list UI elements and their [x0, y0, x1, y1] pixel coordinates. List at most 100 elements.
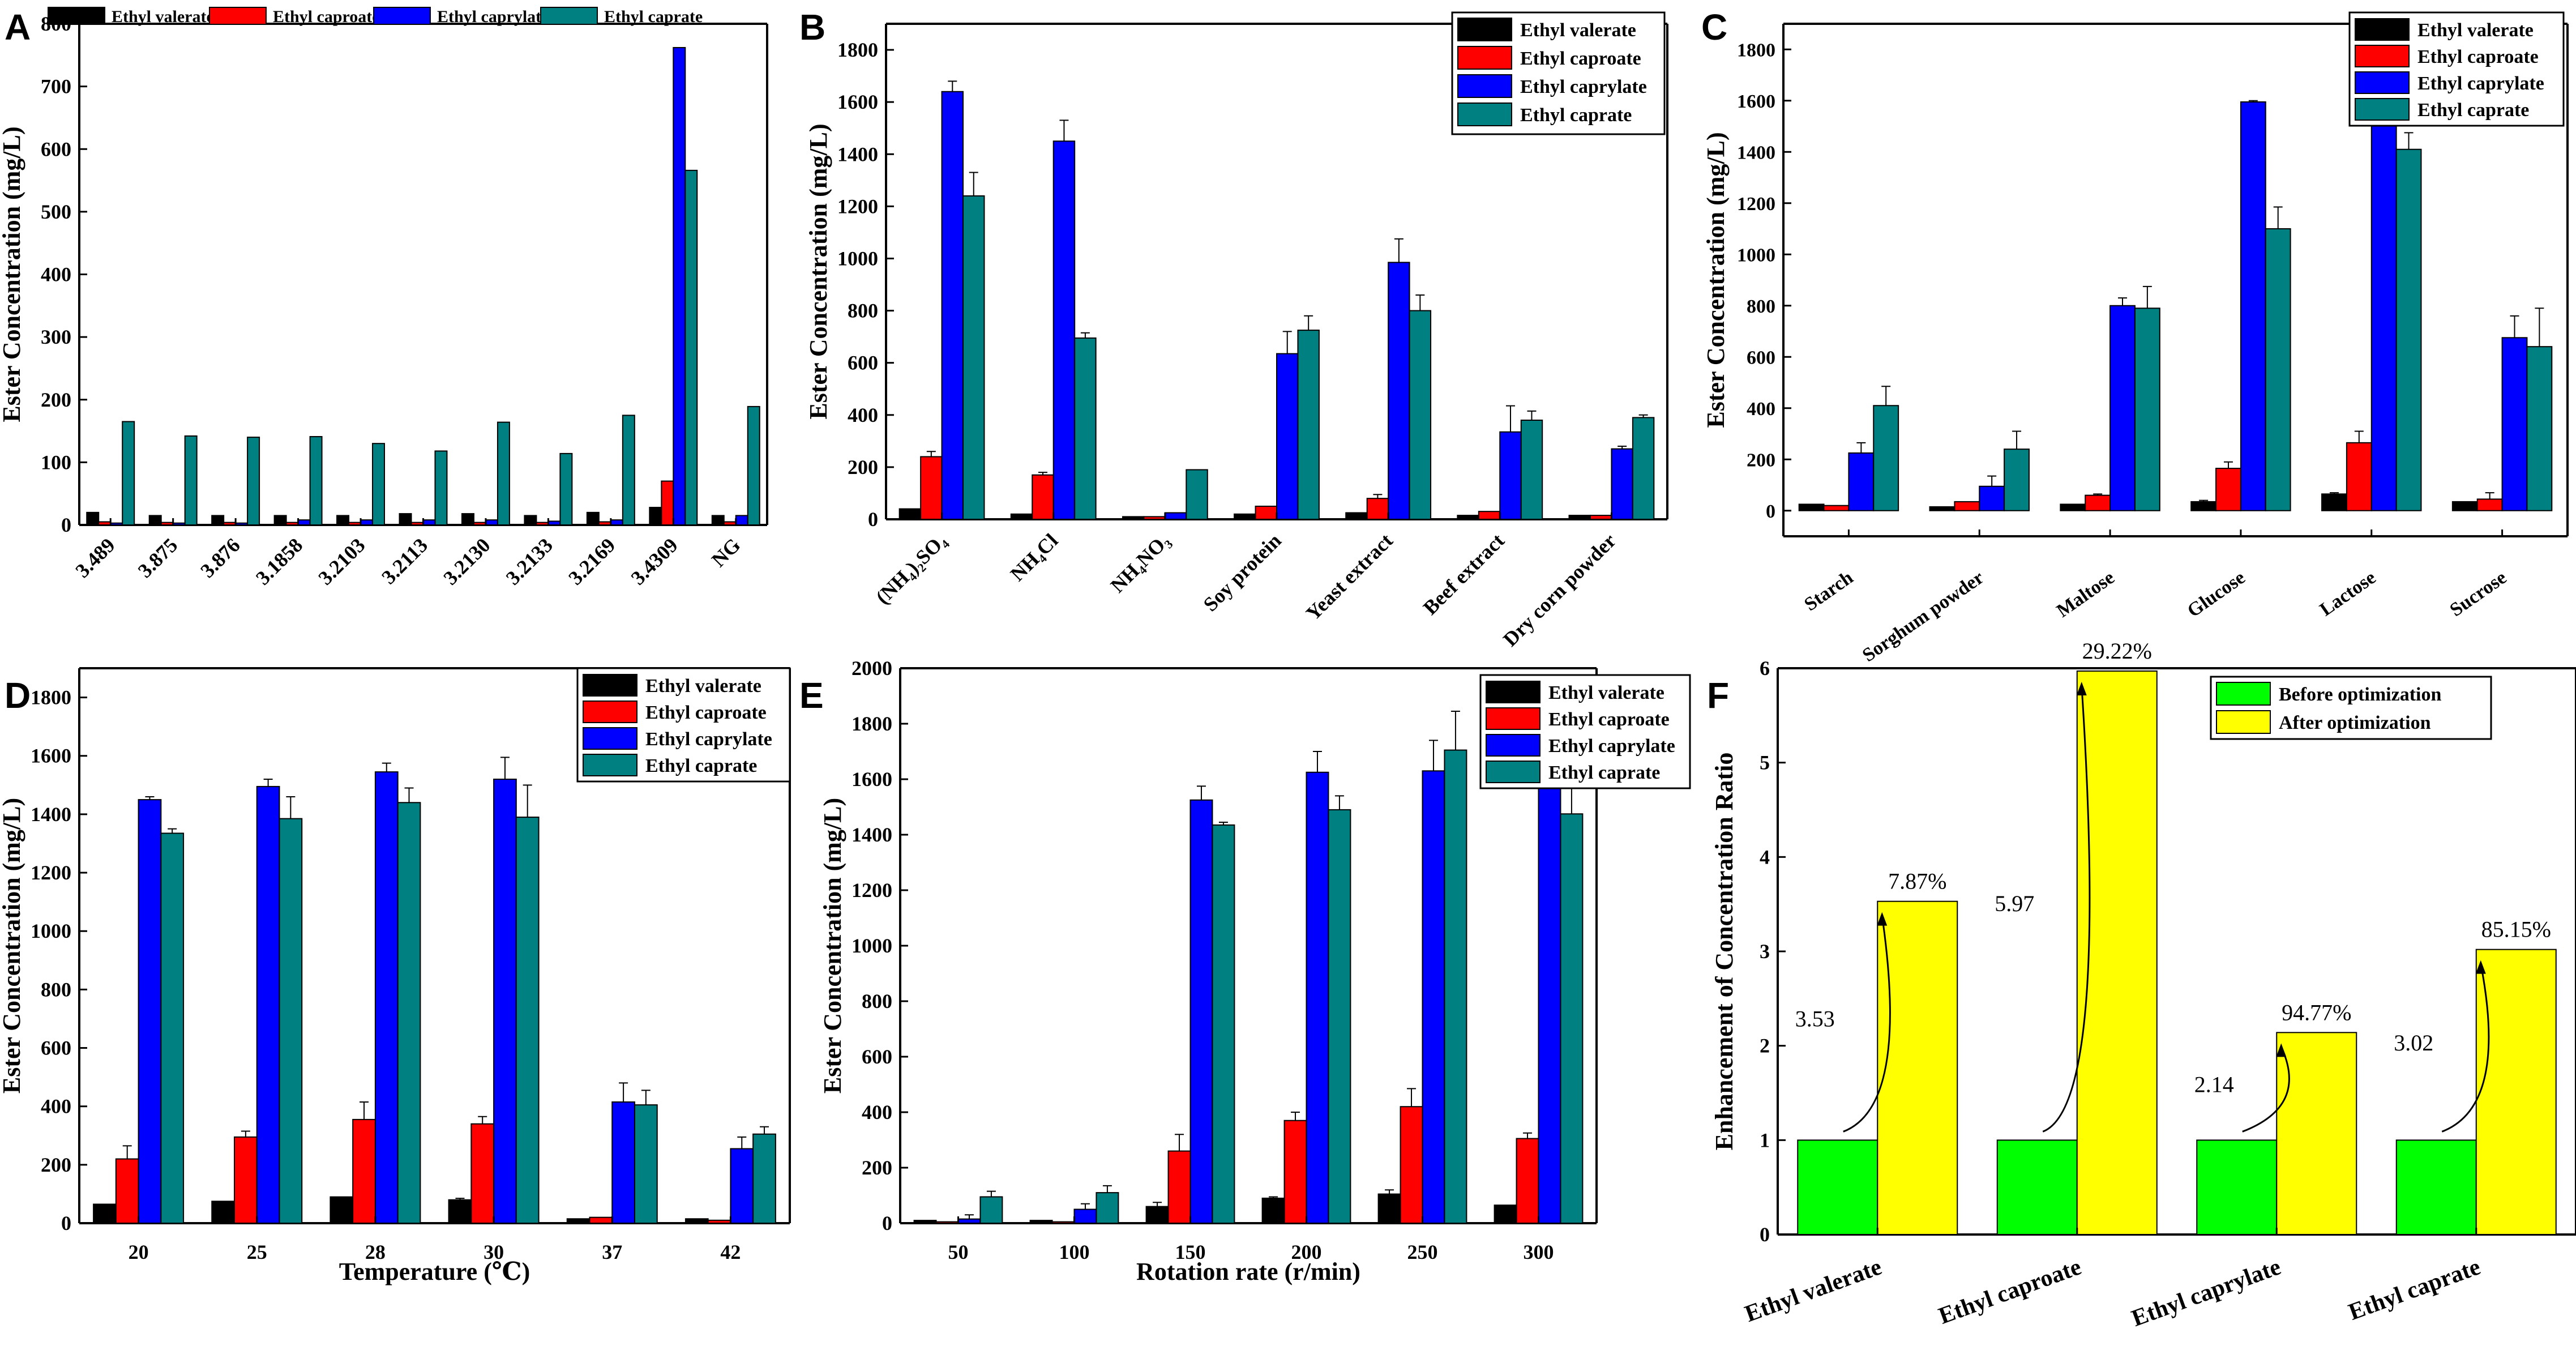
panel-a-bar-ethyl-caproate	[285, 522, 299, 526]
panel-e-ytick-label: 0	[882, 1212, 892, 1235]
panel-d-legend-label-ethyl-valerate: Ethyl valerate	[645, 676, 761, 697]
panel-f-xtick-label: Ethyl caproate	[1935, 1254, 2085, 1330]
panel-f-percent-label: 94.77%	[2282, 1000, 2351, 1025]
panel-b-bar-ethyl-caprate	[1074, 337, 1097, 520]
panel-b-bar-ethyl-caproate	[1589, 515, 1612, 520]
panel-e-xtick-label: 200	[1291, 1241, 1322, 1263]
panel-b-bar-ethyl-caproate	[1366, 498, 1389, 520]
panel-e-bar-ethyl-caproate	[1400, 1106, 1423, 1224]
panel-f-bar-before-optimization	[2196, 1139, 2278, 1236]
panel-d-legend-swatch-ethyl-valerate	[583, 674, 637, 697]
panel-a-bar-ethyl-caprylate	[360, 519, 374, 526]
panel-a-bar-ethyl-caprylate	[422, 519, 436, 526]
panel-c-bar-ethyl-valerate	[2190, 501, 2217, 511]
panel-a-legend-swatch-ethyl-caprylate	[373, 7, 431, 25]
panel-b-ylabel: Ester Concentration (mg/L)	[805, 123, 832, 419]
panel-f-ratio-label: 3.53	[1795, 1006, 1835, 1032]
panel-a-xtick-label: 3.875	[134, 533, 182, 582]
panel-b-ytick-label: 1800	[837, 39, 878, 61]
panel-a-bar-ethyl-valerate	[649, 507, 662, 526]
panel-f-arrow-head	[1877, 912, 1888, 926]
panel-f-ratio-label: 2.14	[2194, 1071, 2234, 1097]
panel-a-bar-ethyl-caprylate	[297, 519, 311, 526]
panel-f-legend-swatch-before-optimization	[2216, 682, 2271, 706]
panel-a-bar-ethyl-caproate	[160, 522, 174, 526]
panel-d-bar-ethyl-caprate	[279, 818, 303, 1224]
panel-a-bar-ethyl-caprate	[184, 435, 198, 526]
panel-e: E 0 200 400 600 800 1000 1200 1400 1600 1800 2000 Es…	[799, 657, 1691, 1285]
panel-a-ytick-label: 300	[41, 326, 71, 348]
panel-a-ytick-label: 600	[41, 138, 71, 160]
panel-a-legend-swatch-ethyl-caprate	[540, 7, 598, 25]
panel-d-bar-ethyl-caprylate	[138, 799, 162, 1224]
panel-e-bar-ethyl-valerate	[913, 1220, 937, 1224]
panel-b-xtick-label: NH₄NO₃	[1106, 529, 1174, 597]
panel-a-bar-ethyl-valerate	[336, 515, 350, 526]
panel-e-bar-ethyl-valerate	[1377, 1193, 1401, 1224]
panel-c-ylabel: Ester Concentration (mg/L)	[1702, 132, 1730, 428]
panel-f-ylabel: Enhancement of Concentration Ratio	[1710, 753, 1738, 1151]
panel-a-bar-ethyl-valerate	[148, 515, 162, 526]
panel-a-ytick-label: 700	[41, 75, 71, 98]
panel-a-bar-ethyl-caprate	[247, 437, 260, 526]
panel-a-xtick-label: 3.1858	[251, 533, 307, 589]
panel-e-xtick-label: 150	[1175, 1241, 1206, 1263]
panel-f-legend-label-before-optimization: Before optimization	[2279, 684, 2441, 705]
panel-e-letter: E	[799, 675, 824, 716]
panel-f-percent-label: 7.87%	[1888, 869, 1946, 894]
panel-b-bar-ethyl-caprylate	[1611, 448, 1633, 520]
panel-c-bar-ethyl-caprylate	[2240, 101, 2266, 511]
panel-a-bar-ethyl-caprylate	[485, 519, 498, 526]
panel-a-bar-ethyl-caprylate	[610, 519, 623, 526]
panel-c-bar-ethyl-caprylate	[1979, 485, 2005, 511]
panel-f-ratio-label: 3.02	[2394, 1030, 2433, 1056]
panel-d-bar-ethyl-caprate	[752, 1133, 776, 1224]
panel-c-bar-ethyl-caproate	[2085, 494, 2111, 511]
panel-f-ytick-label: 2	[1760, 1035, 1770, 1057]
panel-b-xtick-label: Soy protein	[1199, 529, 1286, 616]
panel-f-ratio-label: 5.97	[1995, 891, 2034, 916]
panel-b-bar-ethyl-caprylate	[1388, 262, 1410, 520]
panel-d-xlabel: Temperature (℃)	[339, 1258, 530, 1285]
panel-a-legend-swatch-ethyl-valerate	[48, 7, 105, 25]
panel-d-xtick-label: 30	[483, 1241, 504, 1263]
panel-d-bar-ethyl-valerate	[330, 1196, 354, 1224]
panel-d-ylabel: Ester Concentration (mg/L)	[0, 798, 25, 1094]
panel-e-bar-ethyl-caprylate	[1538, 787, 1561, 1224]
panel-e-bar-ethyl-caprylate	[1189, 799, 1213, 1224]
panel-d-bar-ethyl-caproate	[707, 1219, 731, 1224]
panel-a-bar-ethyl-caprate	[559, 452, 573, 526]
panel-b-bar-ethyl-caproate	[1032, 474, 1054, 520]
panel-a-bar-ethyl-valerate	[711, 515, 725, 526]
panel-d-bar-ethyl-caprate	[397, 802, 421, 1224]
panel-a-bar-ethyl-caprylate	[235, 522, 249, 526]
panel-d-bar-ethyl-caprylate	[730, 1148, 754, 1224]
panel-c-bar-ethyl-caprylate	[2370, 83, 2397, 511]
panel-f-arrow	[2242, 1046, 2290, 1133]
panel-c-legend-swatch-ethyl-caprate	[2355, 98, 2410, 121]
panel-b-xtick-label: Dry corn powder	[1499, 529, 1620, 651]
panel-b-bar-ethyl-valerate	[1010, 513, 1033, 520]
panel-d-bar-ethyl-valerate	[566, 1218, 590, 1224]
panel-a-bar-ethyl-caprylate	[673, 47, 686, 526]
panel-a-bar-ethyl-caprate	[122, 421, 135, 526]
panel-a-xtick-label: 3.2169	[564, 533, 619, 589]
panel-f-ytick-label: 4	[1760, 845, 1770, 868]
panel-b-ytick-label: 1600	[837, 91, 878, 113]
panel-e-bar-ethyl-caproate	[935, 1221, 959, 1224]
panel-e-ytick-label: 800	[862, 990, 892, 1013]
panel-f-percent-label: 85.15%	[2481, 917, 2551, 942]
panel-a-legend-label-ethyl-valerate: Ethyl valerate	[112, 7, 214, 26]
panel-a-bar-ethyl-valerate	[524, 515, 537, 526]
panel-e-bar-ethyl-caproate	[1051, 1221, 1075, 1224]
panel-c-xtick-label: Maltose	[2053, 567, 2119, 621]
panel-a-bar-ethyl-caproate	[410, 522, 424, 526]
panel-f-bar-before-optimization	[1797, 1139, 1878, 1236]
panel-e-xtick-label: 100	[1059, 1241, 1090, 1263]
panel-b-xtick-label: Beef extract	[1419, 529, 1509, 619]
panel-d-xtick-label: 37	[602, 1241, 622, 1263]
panel-c-bar-ethyl-caprylate	[2501, 337, 2528, 511]
panel-a-bar-ethyl-valerate	[211, 515, 225, 526]
panel-e-xtick-label: 250	[1407, 1241, 1438, 1263]
